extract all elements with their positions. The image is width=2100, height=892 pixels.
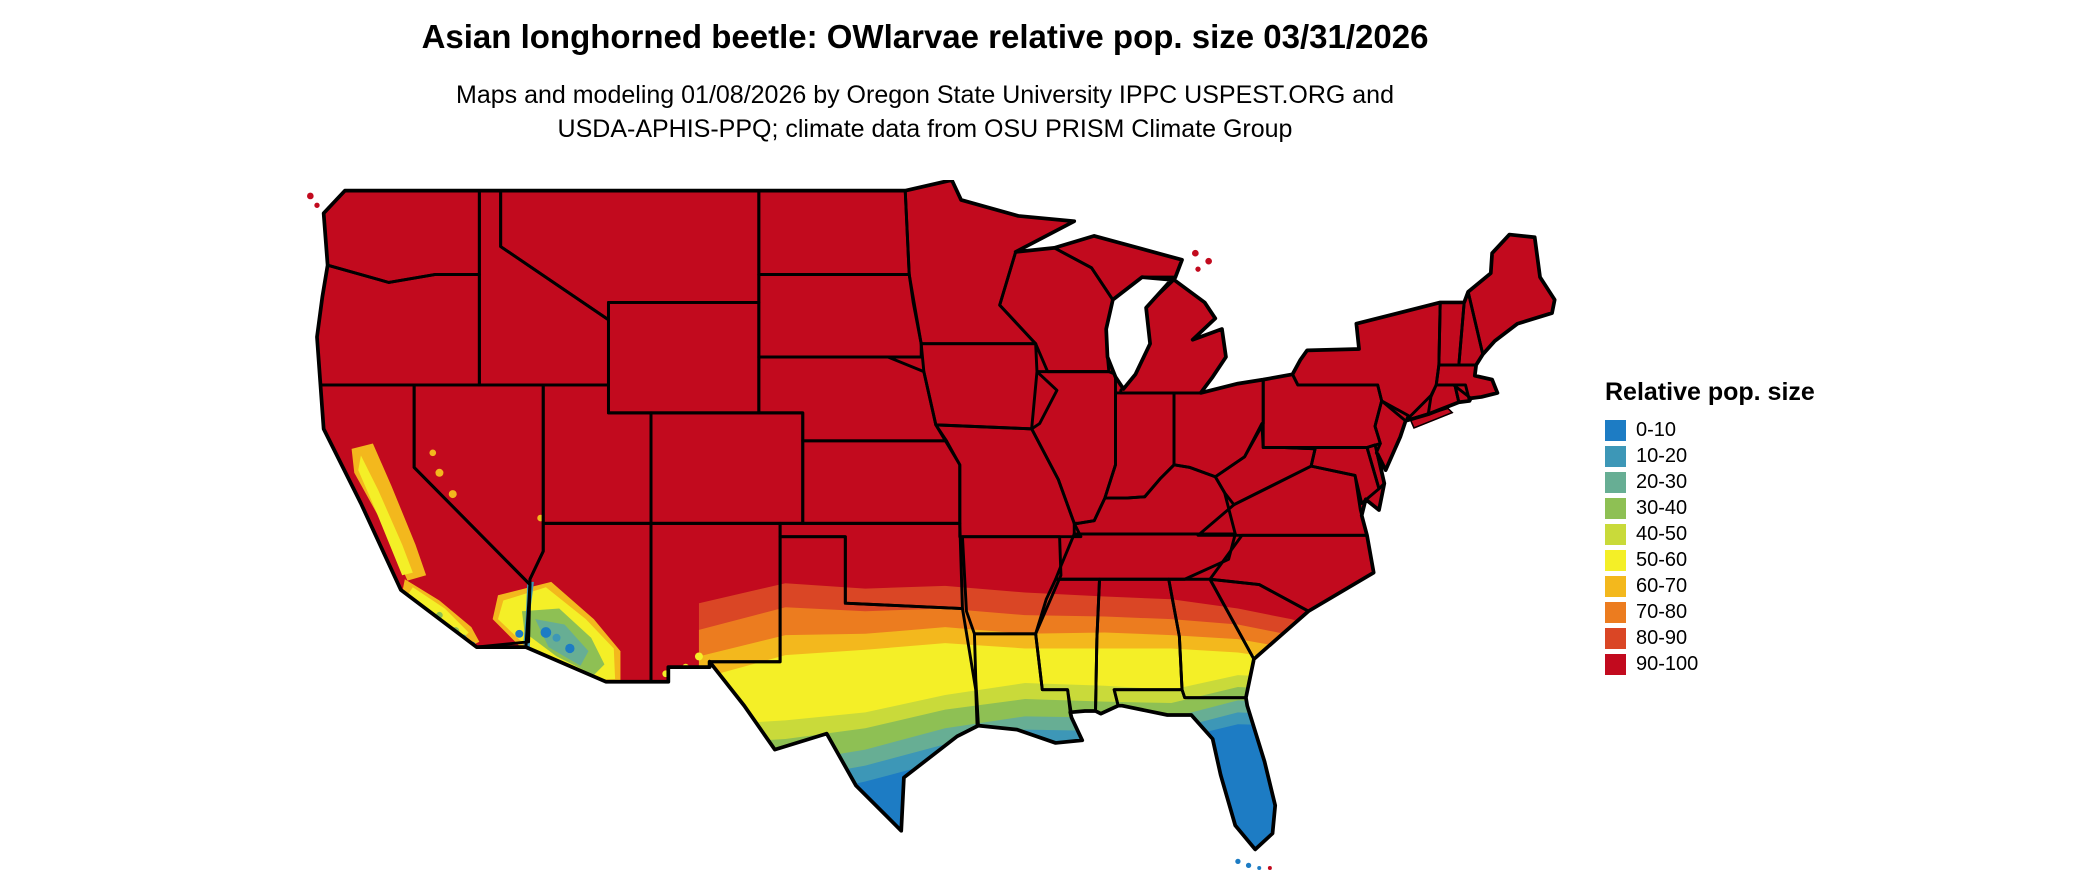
state-ia <box>919 342 1059 431</box>
legend-row: 0-10 <box>1605 417 1815 443</box>
map-raster <box>316 180 1555 850</box>
legend-row: 40-50 <box>1605 521 1815 547</box>
conus-outline <box>315 180 1557 852</box>
legend-swatch <box>1605 627 1626 649</box>
legend-row: 30-40 <box>1605 495 1815 521</box>
legend-label: 30-40 <box>1636 496 1688 519</box>
legend-row: 50-60 <box>1605 547 1815 573</box>
legend-swatch <box>1605 497 1626 519</box>
legend: Relative pop. size 0-10 10-20 20-30 30-40 40… <box>1605 378 1815 677</box>
legend-swatch <box>1605 523 1626 545</box>
legend-label: 20-30 <box>1636 470 1688 493</box>
legend-label: 0-10 <box>1636 418 1677 441</box>
legend-row: 90-100 <box>1605 651 1815 677</box>
legend-label: 80-90 <box>1636 626 1688 649</box>
legend-row: 70-80 <box>1605 599 1815 625</box>
legend-title: Relative pop. size <box>1605 378 1815 406</box>
state-ky <box>1072 463 1237 536</box>
legend-row: 60-70 <box>1605 573 1815 599</box>
state-mo <box>934 423 1083 539</box>
legend-swatch <box>1605 575 1626 597</box>
legend-label: 60-70 <box>1636 574 1688 597</box>
legend-swatch <box>1605 601 1626 623</box>
subtitle-line-1: Maps and modeling 01/08/2026 by Oregon S… <box>456 81 1394 109</box>
legend-list: 0-10 10-20 20-30 30-40 40-50 50-60 60-70 70-80 8… <box>1605 417 1815 677</box>
legend-label: 70-80 <box>1636 600 1688 623</box>
legend-swatch <box>1605 549 1626 571</box>
legend-label: 10-20 <box>1636 444 1688 467</box>
legend-label: 90-100 <box>1636 652 1699 675</box>
legend-label: 50-60 <box>1636 548 1688 571</box>
legend-swatch <box>1605 653 1626 675</box>
legend-label: 40-50 <box>1636 522 1688 545</box>
legend-row: 80-90 <box>1605 625 1815 651</box>
south-gradient-bands <box>698 583 1358 850</box>
legend-row: 20-30 <box>1605 469 1815 495</box>
legend-swatch <box>1605 445 1626 467</box>
outside-land-specks <box>307 192 1272 871</box>
page-subtitle: Maps and modeling 01/08/2026 by Oregon S… <box>0 78 1850 146</box>
page-title: Asian longhorned beetle: OWlarvae relati… <box>421 18 1429 55</box>
us-map <box>307 180 1557 871</box>
legend-row: 10-20 <box>1605 443 1815 469</box>
legend-swatch <box>1605 419 1626 441</box>
legend-swatch <box>1605 471 1626 493</box>
subtitle-line-2: USDA-APHIS-PPQ; climate data from OSU PR… <box>557 115 1293 143</box>
